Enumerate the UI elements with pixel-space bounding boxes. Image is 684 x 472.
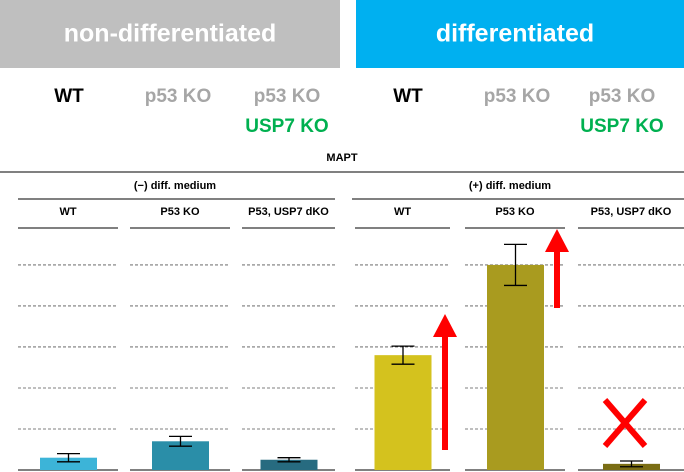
x-tick-label: P53, USP7 dKO [248, 206, 329, 218]
group-label: (−) diff. medium [134, 180, 216, 192]
group-label: (+) diff. medium [469, 180, 551, 192]
bar [374, 355, 432, 470]
bar [260, 459, 318, 470]
arrow-head [433, 314, 457, 337]
x-tick-label: P53 KO [160, 206, 200, 218]
x-tick-label: P53, USP7 dKO [591, 206, 672, 218]
header-label: differentiated [436, 20, 594, 48]
genotype: USP7 KO [580, 116, 663, 137]
genotype: p53 KO [145, 86, 212, 107]
cross [602, 398, 648, 448]
genotype: p53 KO [589, 86, 656, 107]
arrow-head [545, 229, 569, 252]
header-box [0, 0, 340, 68]
genotype: WT [54, 86, 84, 107]
header-label: non-differentiated [64, 20, 277, 48]
genotype: p53 KO [254, 86, 321, 107]
genotype: p53 KO [484, 86, 551, 107]
x-tick-label: WT [394, 206, 411, 218]
x-tick-label: WT [59, 206, 76, 218]
chart-title: MAPT [326, 152, 357, 164]
genotype: USP7 KO [245, 116, 328, 137]
x-tick-label: P53 KO [495, 206, 535, 218]
bar [487, 264, 544, 470]
genotype: WT [393, 86, 423, 107]
bar [40, 457, 97, 470]
header-box [356, 0, 684, 68]
